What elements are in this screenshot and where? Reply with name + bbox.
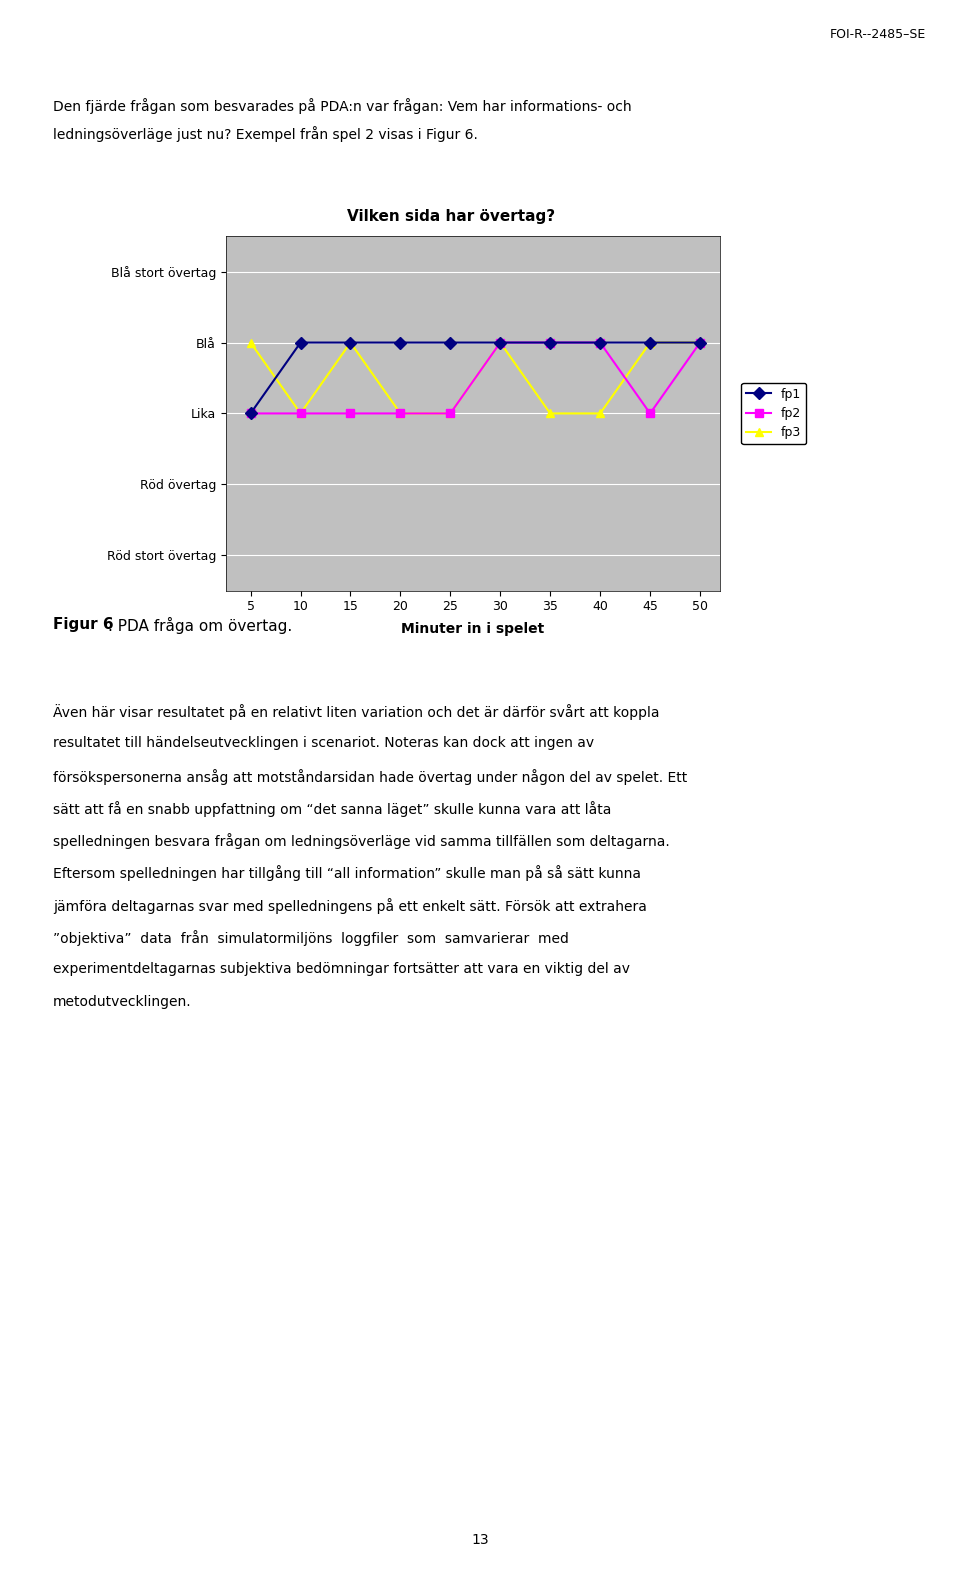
fp3 [444,403,456,422]
Text: ”objektiva”  data  från  simulatormiljöns  loggfiler  som  samvarierar  med: ”objektiva” data från simulatormiljöns l… [53,929,568,947]
fp3 [544,403,556,422]
fp2 [694,334,706,353]
Line: fp1: fp1 [247,339,705,417]
Text: resultatet till händelseutvecklingen i scenariot. Noteras kan dock att ingen av: resultatet till händelseutvecklingen i s… [53,736,594,750]
Text: Den fjärde frågan som besvarades på PDA:n var frågan: Vem har informations- och: Den fjärde frågan som besvarades på PDA:… [53,98,632,113]
fp3 [694,334,706,353]
fp3 [345,334,356,353]
fp1 [644,334,656,353]
fp1 [544,334,556,353]
fp1 [594,334,606,353]
fp3 [494,334,506,353]
fp2 [245,403,256,422]
Text: Även här visar resultatet på en relativt liten variation och det är därför svårt: Även här visar resultatet på en relativt… [53,704,660,720]
Text: metodutvecklingen.: metodutvecklingen. [53,995,191,1008]
Text: ledningsöverläge just nu? Exempel från spel 2 visas i Figur 6.: ledningsöverläge just nu? Exempel från s… [53,126,478,142]
fp2 [444,403,456,422]
fp3 [644,334,656,353]
fp2 [295,403,306,422]
X-axis label: Minuter in i spelet: Minuter in i spelet [401,622,544,636]
fp2 [644,403,656,422]
Text: experimentdeltagarnas subjektiva bedömningar fortsätter att vara en viktig del a: experimentdeltagarnas subjektiva bedömni… [53,962,630,976]
Text: 13: 13 [471,1532,489,1547]
fp1 [444,334,456,353]
Text: spelledningen besvara frågan om ledningsöverläge vid samma tillfällen som deltag: spelledningen besvara frågan om lednings… [53,833,669,849]
fp2 [345,403,356,422]
fp1 [295,334,306,353]
fp3 [594,403,606,422]
fp1 [694,334,706,353]
fp1 [395,334,406,353]
Text: Eftersom spelledningen har tillgång till “all information” skulle man på så sätt: Eftersom spelledningen har tillgång till… [53,866,641,882]
Line: fp2: fp2 [247,339,705,417]
fp2 [395,403,406,422]
Text: sätt att få en snabb uppfattning om “det sanna läget” skulle kunna vara att låta: sätt att få en snabb uppfattning om “det… [53,800,612,817]
fp3 [295,403,306,422]
Legend: fp1, fp2, fp3: fp1, fp2, fp3 [741,383,806,444]
Text: Figur 6: Figur 6 [53,617,113,633]
fp2 [494,334,506,353]
fp1 [245,403,256,422]
fp1 [345,334,356,353]
Text: försökspersonerna ansåg att motståndarsidan hade övertag under någon del av spel: försökspersonerna ansåg att motståndarsi… [53,769,687,784]
fp1 [494,334,506,353]
fp3 [245,334,256,353]
fp3 [395,403,406,422]
fp2 [544,334,556,353]
Line: fp3: fp3 [247,339,705,417]
fp2 [594,334,606,353]
Text: FOI-R--2485–SE: FOI-R--2485–SE [830,28,926,41]
Text: Vilken sida har övertag?: Vilken sida har övertag? [348,209,555,225]
Text: . PDA fråga om övertag.: . PDA fråga om övertag. [108,617,293,635]
Text: jämföra deltagarnas svar med spelledningens på ett enkelt sätt. Försök att extra: jämföra deltagarnas svar med spelledning… [53,898,647,913]
